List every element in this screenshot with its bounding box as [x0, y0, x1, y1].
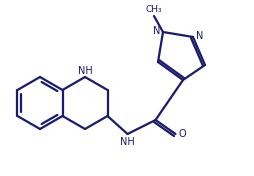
- Text: N: N: [153, 26, 160, 36]
- Text: NH: NH: [120, 137, 135, 147]
- Text: O: O: [179, 129, 186, 139]
- Text: N: N: [196, 31, 203, 41]
- Text: NH: NH: [78, 66, 92, 76]
- Text: CH₃: CH₃: [146, 5, 162, 14]
